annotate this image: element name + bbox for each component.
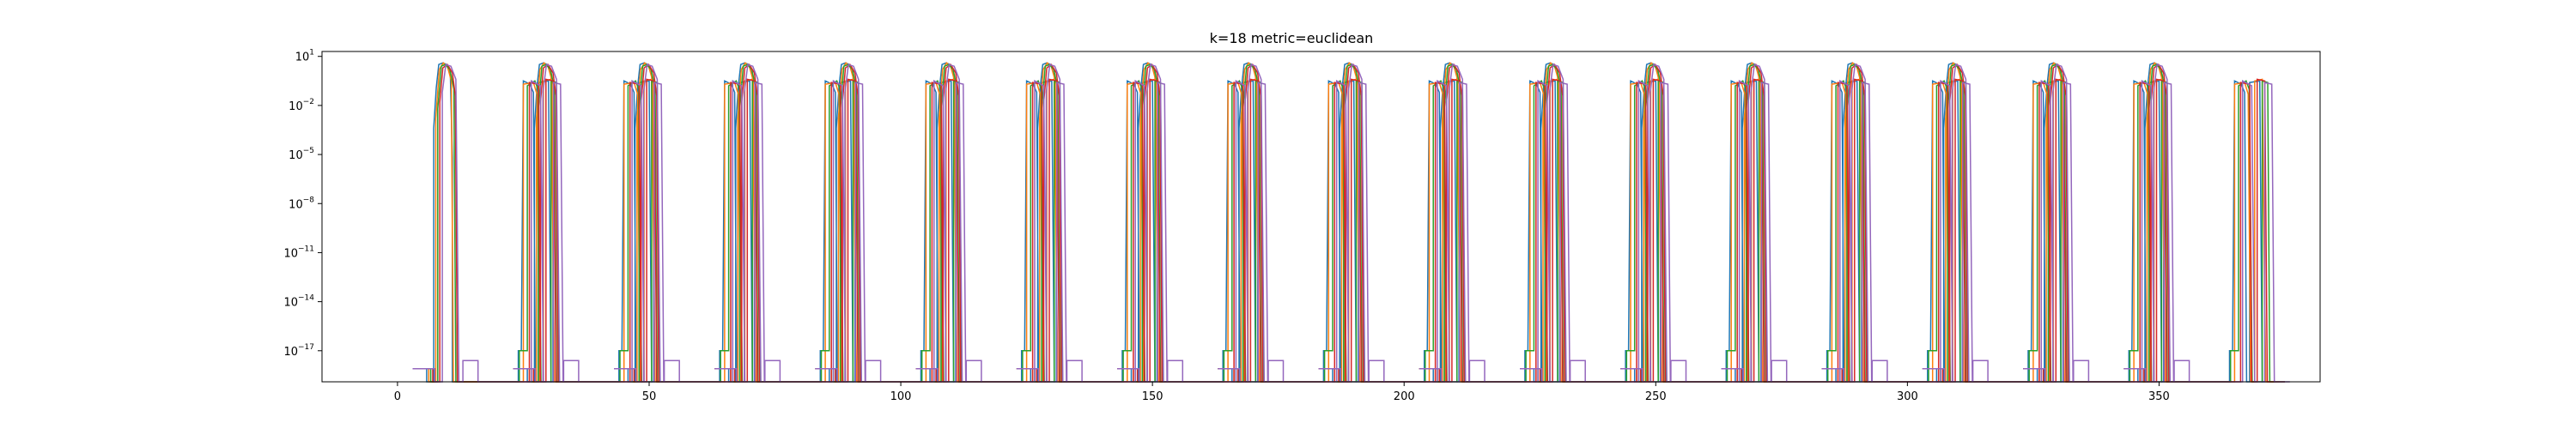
y-tick-label: 10−14 [283, 294, 314, 310]
x-tick-label: 200 [1394, 390, 1415, 403]
y-tick-label: 10−5 [289, 147, 314, 162]
chart-title: k=18 metric=euclidean [1210, 30, 1374, 46]
series-line-3 [412, 63, 2285, 383]
x-tick-label: 100 [890, 390, 912, 403]
x-tick-label: 0 [394, 390, 401, 403]
axes-frame [321, 51, 2321, 383]
x-tick-label: 300 [1897, 390, 1918, 403]
x-tick-label: 50 [642, 390, 657, 403]
series-line-5 [412, 63, 2290, 383]
y-tick-label: 10−8 [289, 196, 314, 211]
x-axis: 0 50 100 150 200 250 300 350 [394, 382, 2170, 403]
y-tick-label: 10−11 [283, 245, 314, 260]
y-tick-label: 101 [295, 49, 314, 64]
y-tick-label: 10−2 [289, 98, 314, 113]
y-tick-label: 10−17 [283, 343, 314, 359]
x-tick-label: 150 [1142, 390, 1163, 403]
x-tick-label: 250 [1645, 390, 1667, 403]
y-axis: 101 10−2 10−5 10−8 10−11 10−14 10−17 [283, 49, 322, 359]
x-tick-label: 350 [2148, 390, 2170, 403]
